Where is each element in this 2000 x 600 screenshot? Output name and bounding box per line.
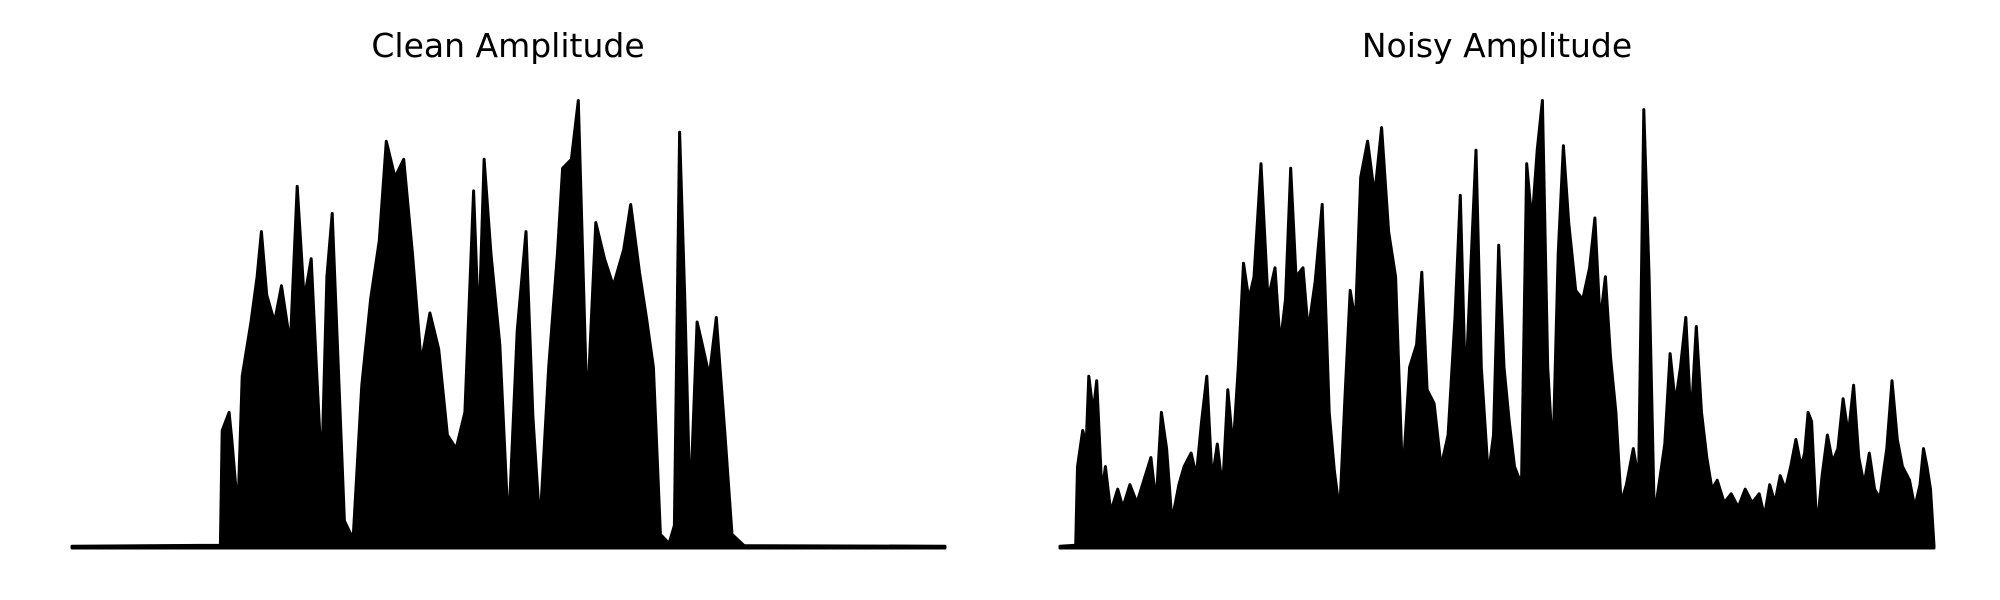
clean-amplitude-chart: Clean Amplitude — [70, 26, 947, 550]
clean-amplitude-title: Clean Amplitude — [371, 26, 644, 65]
noisy-amplitude-title: Noisy Amplitude — [1362, 26, 1632, 65]
noisy-amplitude-chart: Noisy Amplitude — [1058, 26, 1936, 550]
noisy-amplitude-envelope — [1058, 99, 1936, 550]
clean-amplitude-envelope — [70, 99, 947, 550]
